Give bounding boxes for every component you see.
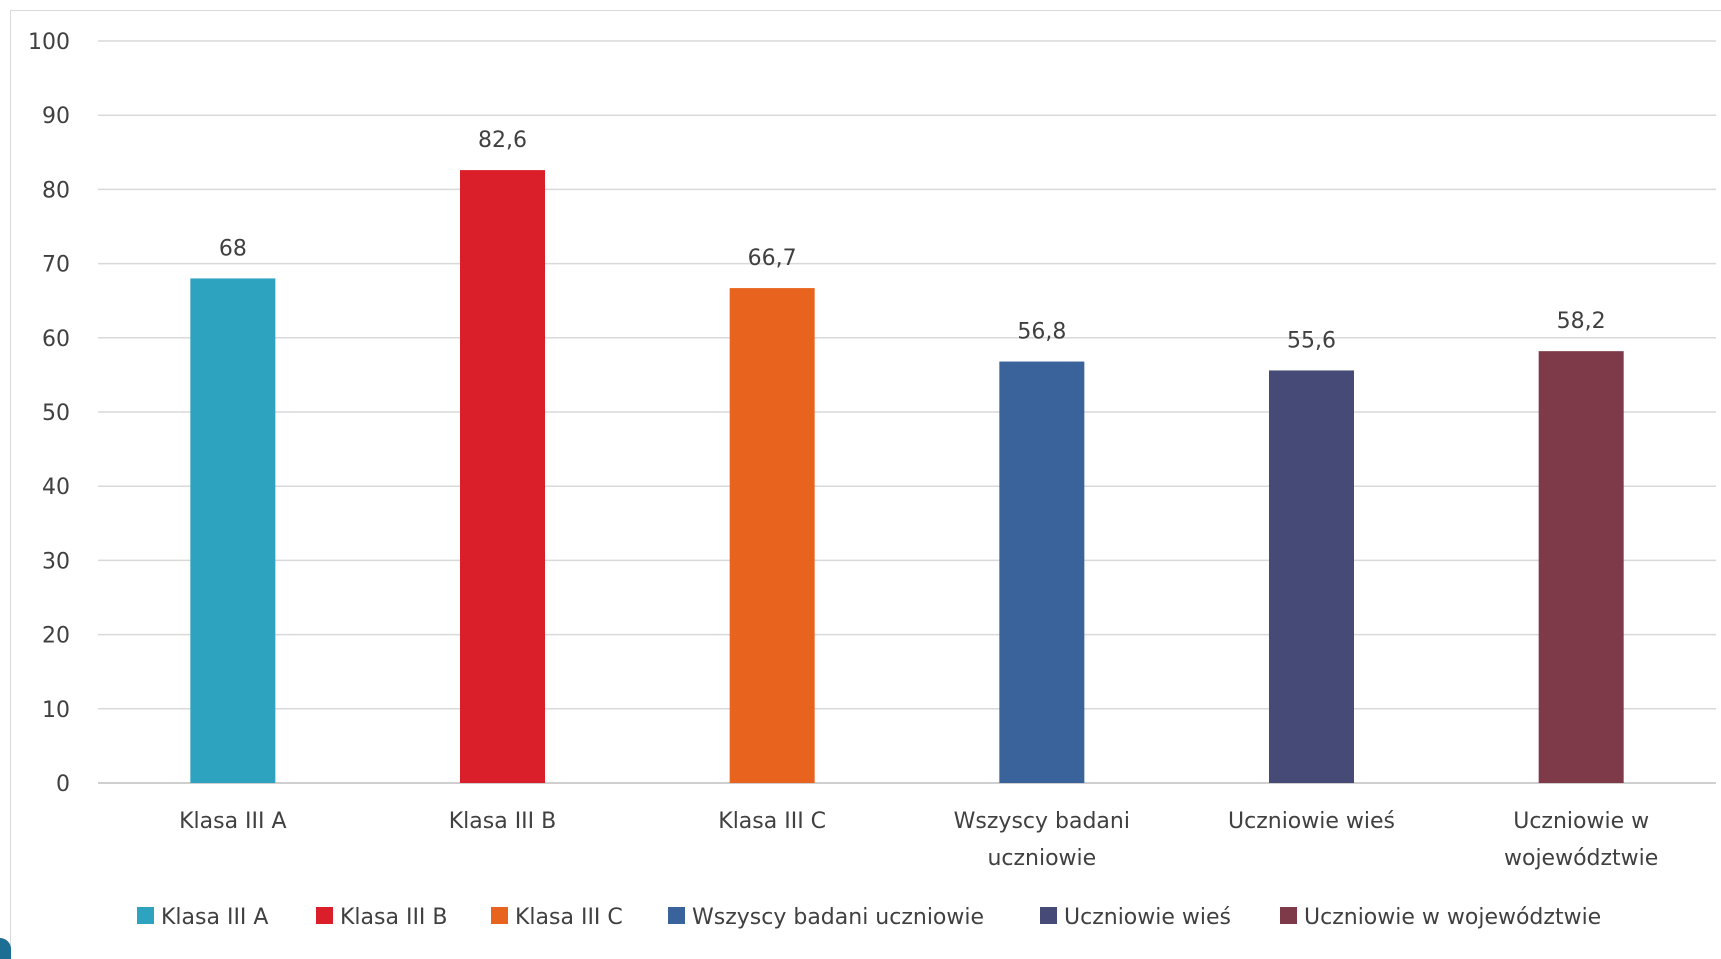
x-axis-labels: Klasa III A Klasa III B Klasa III C Wszyscy… bbox=[179, 809, 1658, 871]
value-label: 55,6 bbox=[1287, 328, 1336, 353]
bar bbox=[1269, 370, 1354, 783]
y-tick-label: 10 bbox=[42, 698, 70, 723]
legend-label: Uczniowie wieś bbox=[1064, 905, 1231, 930]
y-tick-label: 90 bbox=[42, 104, 70, 129]
legend: Klasa III A Klasa III B Klasa III C Wszyscy… bbox=[137, 905, 1601, 930]
value-label: 56,8 bbox=[1017, 320, 1066, 345]
legend-swatch bbox=[137, 907, 154, 924]
y-tick-label: 80 bbox=[42, 178, 70, 203]
y-tick-label: 40 bbox=[42, 475, 70, 500]
legend-swatch bbox=[1280, 907, 1297, 924]
value-label: 82,6 bbox=[478, 128, 527, 153]
y-tick-label: 20 bbox=[42, 624, 70, 649]
legend-swatch bbox=[491, 907, 508, 924]
x-tick-label: województwie bbox=[1504, 846, 1658, 871]
legend-label: Klasa III B bbox=[340, 905, 448, 930]
legend-label: Uczniowie w województwie bbox=[1304, 905, 1601, 930]
gridlines bbox=[98, 40, 1716, 784]
x-tick-label: Uczniowie w bbox=[1513, 809, 1649, 834]
y-tick-label: 0 bbox=[56, 772, 70, 797]
legend-swatch bbox=[316, 907, 333, 924]
y-tick-label: 50 bbox=[42, 401, 70, 426]
y-tick-label: 100 bbox=[28, 30, 70, 55]
x-tick-label: Wszyscy badani bbox=[954, 809, 1130, 834]
x-tick-label: uczniowie bbox=[987, 846, 1096, 871]
y-axis-ticks: 0 10 20 30 40 50 60 70 80 90 100 bbox=[28, 30, 70, 797]
bar bbox=[729, 288, 815, 783]
corner-decoration bbox=[0, 938, 11, 959]
value-label: 66,7 bbox=[748, 246, 797, 271]
value-labels: 68 82,6 66,7 56,8 55,6 58,2 bbox=[219, 128, 1606, 353]
y-tick-label: 70 bbox=[42, 253, 70, 278]
legend-label: Klasa III C bbox=[515, 905, 623, 930]
y-tick-label: 60 bbox=[42, 327, 70, 352]
x-tick-label: Uczniowie wieś bbox=[1228, 809, 1395, 834]
bar bbox=[460, 170, 545, 783]
legend-label: Wszyscy badani uczniowie bbox=[692, 905, 984, 930]
x-tick-label: Klasa III B bbox=[449, 809, 557, 834]
legend-swatch bbox=[668, 907, 685, 924]
x-tick-label: Klasa III C bbox=[718, 809, 826, 834]
bar bbox=[1538, 351, 1624, 783]
value-label: 58,2 bbox=[1557, 309, 1606, 334]
chart-frame bbox=[10, 10, 1721, 959]
legend-label: Klasa III A bbox=[161, 905, 268, 930]
legend-swatch bbox=[1040, 907, 1057, 924]
bars bbox=[190, 170, 1624, 783]
value-label: 68 bbox=[219, 236, 247, 261]
y-tick-label: 30 bbox=[42, 549, 70, 574]
bar bbox=[999, 361, 1085, 783]
bar bbox=[190, 278, 276, 783]
x-tick-label: Klasa III A bbox=[179, 809, 286, 834]
